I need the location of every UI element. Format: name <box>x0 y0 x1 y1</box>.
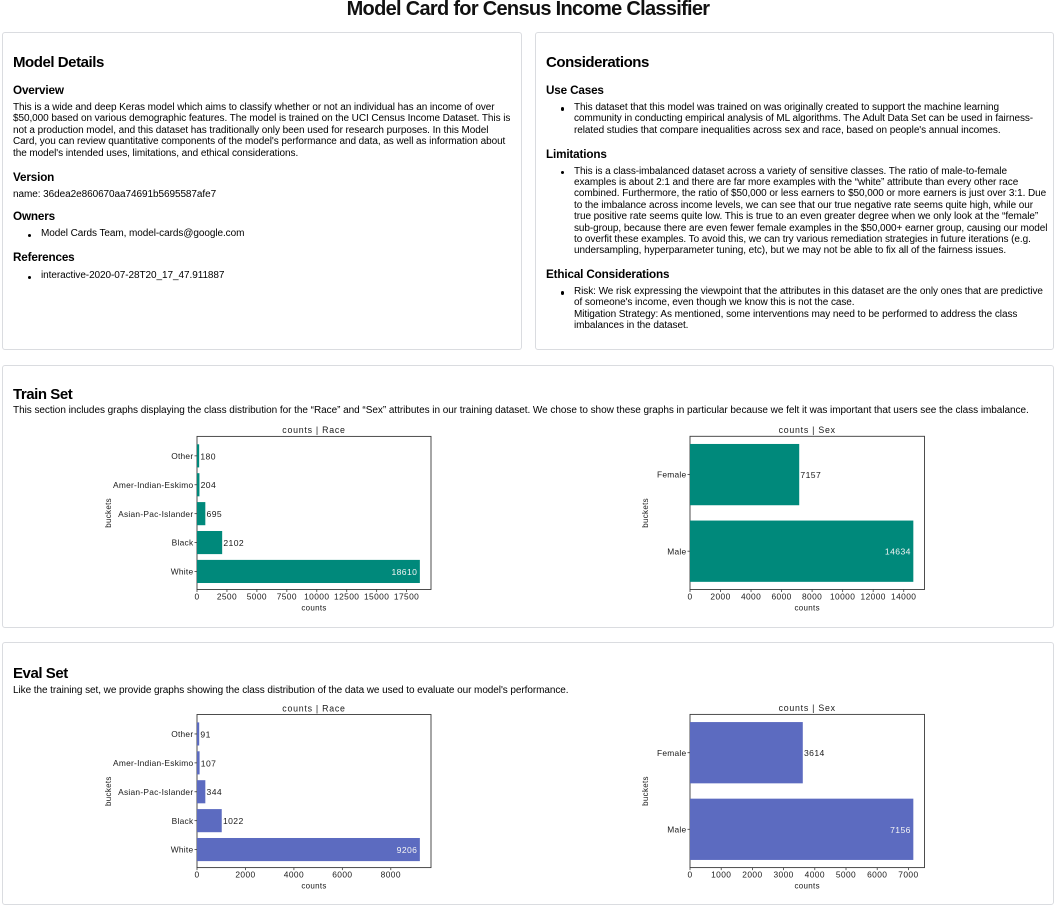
svg-text:17500: 17500 <box>394 592 419 602</box>
svg-text:344: 344 <box>207 787 223 797</box>
svg-text:buckets: buckets <box>641 498 650 528</box>
svg-text:Amer-Indian-Eskimo: Amer-Indian-Eskimo <box>113 758 193 768</box>
svg-text:2000: 2000 <box>710 592 730 602</box>
svg-text:14000: 14000 <box>891 592 916 602</box>
svg-text:18610: 18610 <box>391 567 417 577</box>
svg-text:counts | Race: counts | Race <box>282 703 345 713</box>
svg-text:Black: Black <box>172 538 194 548</box>
svg-text:4000: 4000 <box>805 870 825 880</box>
svg-text:5000: 5000 <box>836 870 856 880</box>
svg-text:91: 91 <box>200 729 210 739</box>
svg-text:White: White <box>171 845 194 855</box>
svg-text:4000: 4000 <box>284 870 304 880</box>
svg-text:counts: counts <box>301 604 326 613</box>
svg-text:10000: 10000 <box>830 592 855 602</box>
svg-text:Male: Male <box>667 546 686 556</box>
svg-text:counts: counts <box>795 604 820 613</box>
svg-text:counts: counts <box>795 882 820 891</box>
svg-text:Asian-Pac-Islander: Asian-Pac-Islander <box>118 787 193 797</box>
svg-text:6000: 6000 <box>332 870 352 880</box>
svg-text:695: 695 <box>207 509 223 519</box>
svg-text:0: 0 <box>687 870 692 880</box>
svg-text:8000: 8000 <box>802 592 822 602</box>
svg-text:9206: 9206 <box>397 845 418 855</box>
svg-text:7500: 7500 <box>277 592 297 602</box>
svg-text:Black: Black <box>172 816 194 826</box>
svg-text:0: 0 <box>194 592 199 602</box>
svg-text:Other: Other <box>171 451 193 461</box>
svg-text:3614: 3614 <box>804 748 825 758</box>
svg-text:buckets: buckets <box>104 776 113 806</box>
svg-text:10000: 10000 <box>304 592 329 602</box>
svg-text:2000: 2000 <box>742 870 762 880</box>
svg-text:3000: 3000 <box>773 870 793 880</box>
svg-text:Other: Other <box>171 729 193 739</box>
svg-text:Amer-Indian-Eskimo: Amer-Indian-Eskimo <box>113 480 193 490</box>
svg-text:6000: 6000 <box>771 592 791 602</box>
svg-text:8000: 8000 <box>381 870 401 880</box>
svg-text:buckets: buckets <box>641 776 650 806</box>
svg-text:5000: 5000 <box>247 592 267 602</box>
svg-text:4000: 4000 <box>741 592 761 602</box>
svg-text:6000: 6000 <box>867 870 887 880</box>
svg-text:Male: Male <box>667 824 686 834</box>
svg-text:7157: 7157 <box>800 470 821 480</box>
svg-text:Female: Female <box>657 470 687 480</box>
svg-text:180: 180 <box>200 451 216 461</box>
svg-text:2000: 2000 <box>235 870 255 880</box>
svg-text:7156: 7156 <box>890 825 911 835</box>
svg-text:Female: Female <box>657 748 687 758</box>
svg-text:107: 107 <box>201 758 217 768</box>
svg-text:counts | Race: counts | Race <box>282 425 345 435</box>
svg-text:12500: 12500 <box>334 592 359 602</box>
svg-text:12000: 12000 <box>861 592 886 602</box>
svg-text:counts | Sex: counts | Sex <box>779 425 836 435</box>
svg-text:204: 204 <box>201 480 217 490</box>
svg-text:0: 0 <box>194 870 199 880</box>
svg-text:1022: 1022 <box>223 816 244 826</box>
svg-text:7000: 7000 <box>898 870 918 880</box>
svg-text:14634: 14634 <box>885 547 911 557</box>
svg-text:buckets: buckets <box>104 498 113 528</box>
svg-text:15000: 15000 <box>364 592 389 602</box>
svg-text:0: 0 <box>687 592 692 602</box>
svg-text:1000: 1000 <box>711 870 731 880</box>
svg-text:counts | Sex: counts | Sex <box>779 703 836 713</box>
svg-text:2500: 2500 <box>217 592 237 602</box>
svg-text:Asian-Pac-Islander: Asian-Pac-Islander <box>118 509 193 519</box>
svg-text:counts: counts <box>301 882 326 891</box>
svg-text:2102: 2102 <box>223 538 244 548</box>
svg-text:White: White <box>171 567 194 577</box>
